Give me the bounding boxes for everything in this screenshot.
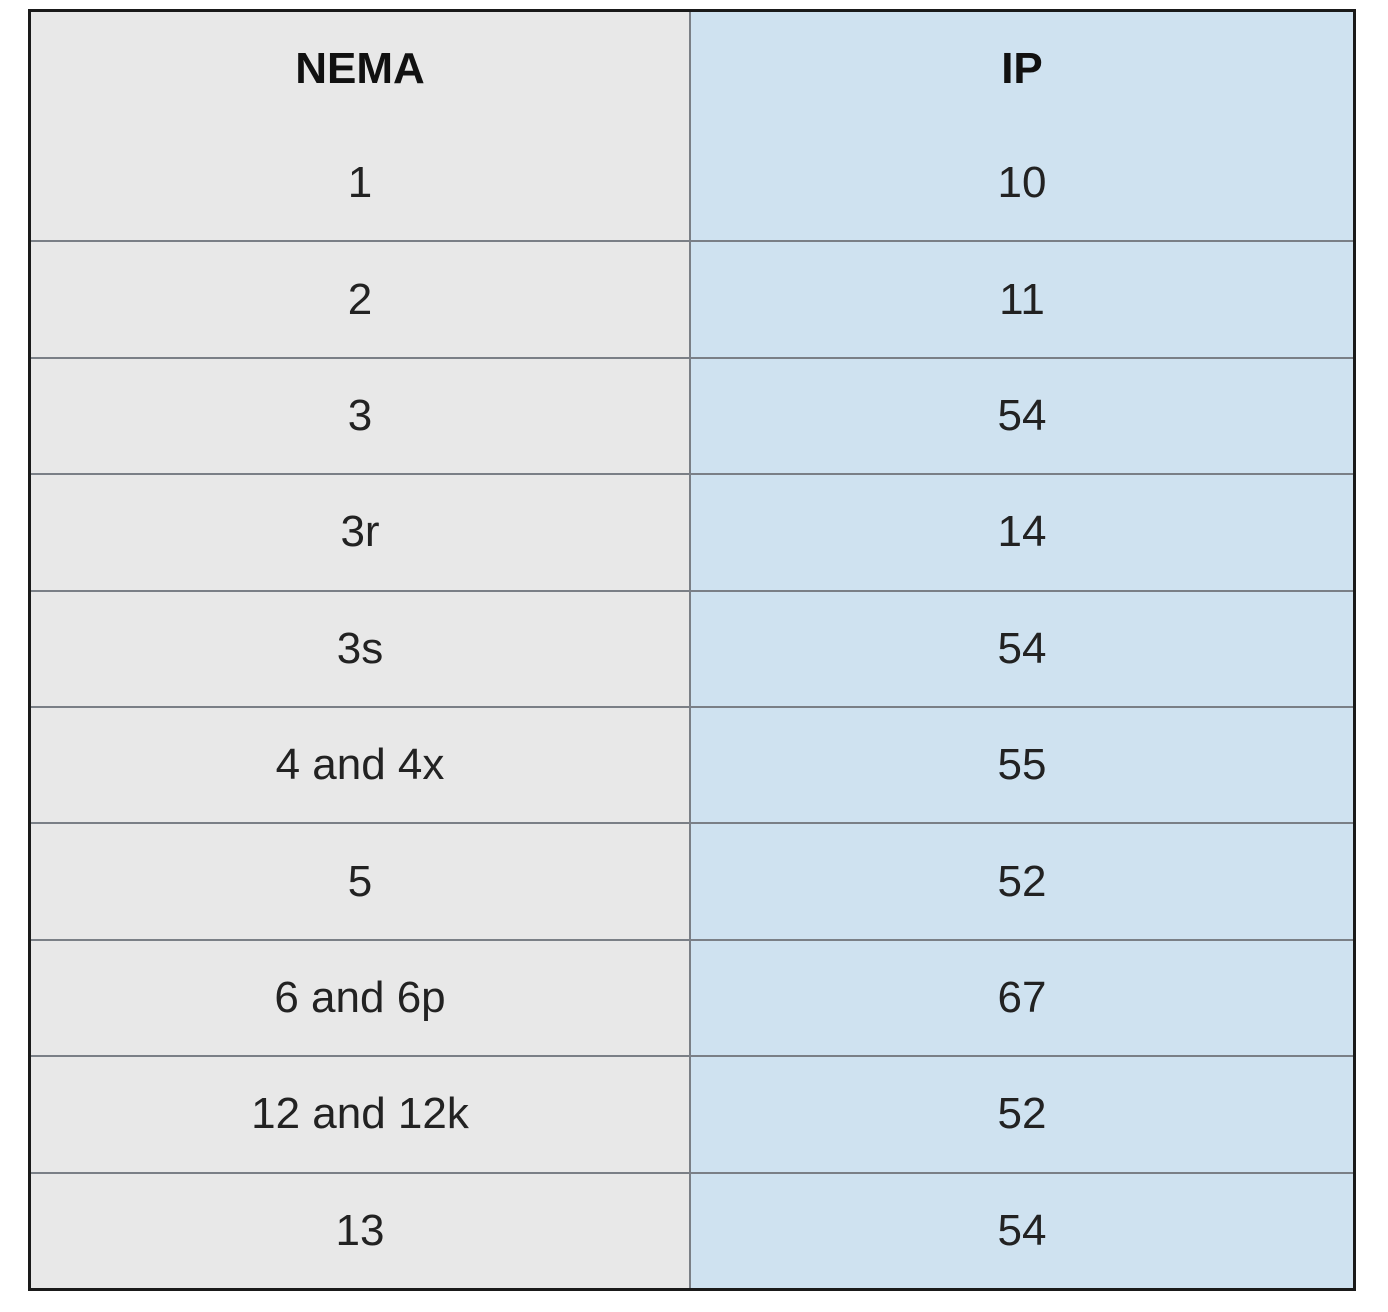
table-header: NEMA IP [31, 12, 1353, 126]
table-cell: 5 [31, 822, 691, 941]
table: NEMA IP 1 10 2 11 3 54 3r 14 3s 54 4 and 4x 55 5 52 6 a… [31, 12, 1353, 1288]
header-row: NEMA IP [31, 12, 1353, 126]
table-row: 2 11 [31, 240, 1353, 359]
table-cell: 67 [689, 938, 1353, 1058]
table-cell: 54 [689, 1171, 1353, 1288]
table-row: 12 and 12k 52 [31, 1055, 1353, 1174]
table-cell: 55 [689, 705, 1353, 825]
table-cell: 13 [31, 1171, 691, 1288]
table-cell: 54 [689, 356, 1353, 476]
table-cell: 3r [31, 473, 691, 592]
table-row: 13 54 [31, 1171, 1353, 1288]
table-frame: NEMA IP 1 10 2 11 3 54 3r 14 3s 54 4 and 4x 55 5 52 6 a… [28, 9, 1356, 1291]
table-cell: 1 [31, 126, 691, 243]
table-row: 6 and 6p 67 [31, 938, 1353, 1058]
table-cell: 4 and 4x [31, 705, 691, 825]
table-cell: 3 [31, 356, 691, 476]
table-cell: 3s [31, 589, 691, 708]
table-cell: 2 [31, 240, 691, 359]
table-cell: 52 [689, 1055, 1353, 1174]
table-row: 3 54 [31, 356, 1353, 476]
table-cell: 12 and 12k [31, 1055, 691, 1174]
table-row: 3s 54 [31, 589, 1353, 708]
table-cell: 11 [689, 240, 1353, 359]
header-cell: IP [689, 12, 1353, 126]
table-cell: 6 and 6p [31, 938, 691, 1058]
table-cell: 14 [689, 473, 1353, 592]
table-row: 4 and 4x 55 [31, 705, 1353, 825]
table-row: 5 52 [31, 822, 1353, 941]
table-cell: 10 [689, 126, 1353, 243]
table-cell: 52 [689, 822, 1353, 941]
table-row: 1 10 [31, 126, 1353, 243]
header-cell: NEMA [31, 12, 691, 126]
table-cell: 54 [689, 589, 1353, 708]
table-body: 1 10 2 11 3 54 3r 14 3s 54 4 and 4x 55 5 52 6 and 6p 67… [31, 126, 1353, 1288]
table-row: 3r 14 [31, 473, 1353, 592]
